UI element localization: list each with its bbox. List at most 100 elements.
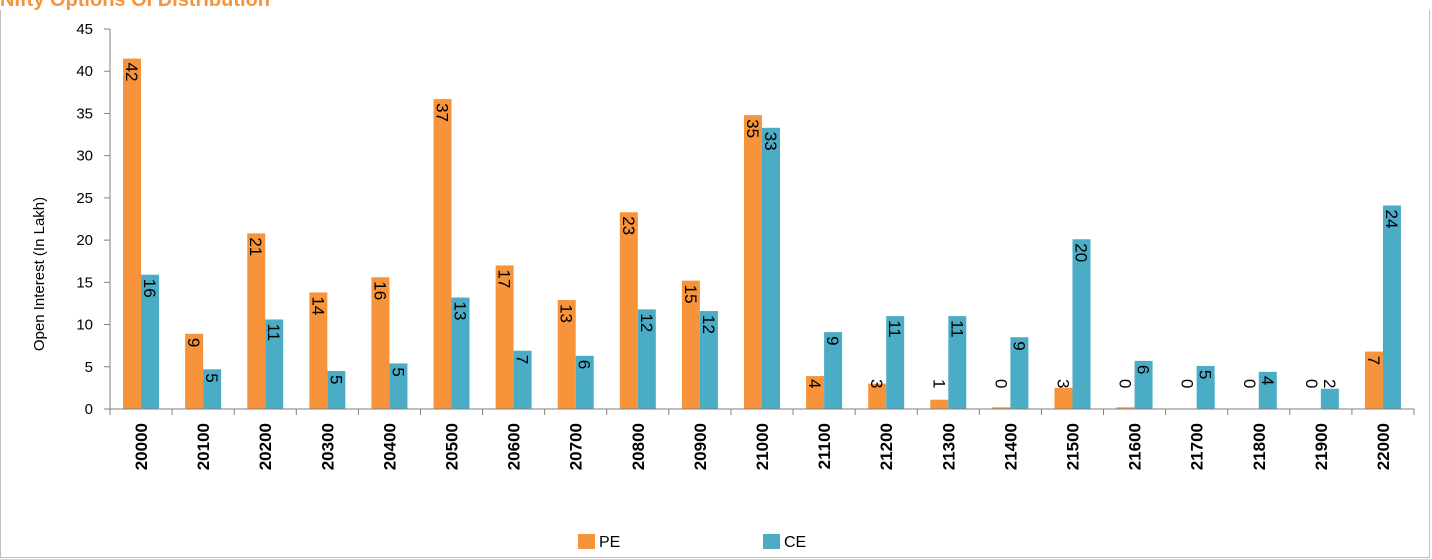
bar-pe (185, 333, 204, 409)
bar-pe (1116, 407, 1135, 409)
x-category-label: 21400 (1001, 423, 1020, 470)
data-label-pe: 3 (867, 379, 886, 388)
y-tick-label: 10 (76, 317, 93, 334)
legend-label-ce: CE (784, 534, 806, 551)
data-label-ce: 33 (761, 132, 780, 151)
x-category-label: 21600 (1126, 423, 1145, 470)
bar-ce (637, 309, 656, 409)
x-category-label: 21800 (1250, 423, 1269, 470)
data-label-pe: 0 (1178, 379, 1197, 388)
bar-pe (123, 58, 142, 410)
legend: PE CE (578, 534, 806, 551)
legend-swatch-ce (763, 534, 780, 549)
bar-ce (575, 355, 594, 409)
legend-swatch-pe (578, 534, 595, 549)
x-axis: 20000 20100 20200 20300 20400 20500 20600 20700… (109, 408, 1415, 470)
x-category-label: 20500 (443, 423, 462, 470)
data-label-ce: 5 (1196, 370, 1215, 379)
chart-title-fragment: Nifty Options OI Distribution (0, 0, 1432, 10)
x-category-label: 20700 (567, 423, 586, 470)
data-label-ce: 4 (1258, 376, 1277, 385)
data-label-ce: 24 (1382, 209, 1401, 228)
data-label-ce: 7 (513, 355, 532, 364)
bar-pe (992, 407, 1011, 409)
data-label-pe: 0 (1302, 379, 1321, 388)
data-label-pe: 7 (1364, 356, 1383, 365)
bar-ce (886, 316, 905, 409)
data-label-pe: 14 (308, 296, 327, 315)
bar-ce (327, 371, 346, 409)
bar-pe (557, 300, 576, 409)
data-label-ce: 6 (575, 360, 594, 369)
x-category-label: 21500 (1063, 423, 1082, 470)
data-label-pe: 37 (433, 103, 452, 122)
y-tick-label: 20 (76, 232, 93, 249)
bar-pe (1054, 387, 1073, 409)
bar-ce (699, 311, 718, 409)
data-label-pe: 0 (1116, 379, 1135, 388)
data-label-ce: 12 (699, 315, 718, 334)
x-category-label: 20800 (629, 423, 648, 470)
x-category-label: 21900 (1312, 423, 1331, 470)
data-label-pe: 0 (991, 379, 1010, 388)
bar-ce (1382, 205, 1401, 409)
y-tick-label: 40 (76, 63, 93, 80)
bar-ce (1258, 371, 1277, 409)
bar-pe (681, 280, 700, 409)
bar-pe (1364, 351, 1383, 409)
data-label-ce: 12 (637, 313, 656, 332)
data-label-pe: 13 (557, 304, 576, 323)
bar-ce (1196, 365, 1215, 409)
data-label-ce: 5 (326, 375, 345, 384)
bar-pe (433, 99, 452, 409)
x-category-label: 22000 (1374, 423, 1393, 470)
x-category-label: 21200 (877, 423, 896, 470)
data-label-pe: 42 (122, 63, 141, 82)
data-label-pe: 15 (681, 285, 700, 304)
bar-ce (451, 297, 470, 409)
data-label-pe: 0 (1240, 379, 1259, 388)
x-category-label: 21100 (815, 423, 834, 469)
data-label-ce: 5 (202, 373, 221, 382)
data-label-pe: 9 (184, 338, 203, 347)
bar-pe (930, 399, 949, 409)
data-label-pe: 35 (743, 119, 762, 138)
bar-ce (203, 369, 222, 409)
bar-ce (948, 316, 967, 409)
data-label-pe: 17 (495, 269, 514, 288)
data-label-pe: 4 (805, 379, 824, 388)
data-label-ce: 16 (140, 279, 159, 298)
data-label-ce: 5 (388, 367, 407, 376)
y-tick-label: 30 (76, 148, 93, 165)
data-label-pe: 3 (1053, 379, 1072, 388)
data-label-ce: 11 (264, 323, 283, 341)
y-tick-label: 0 (85, 401, 93, 418)
data-label-ce: 11 (947, 320, 966, 338)
bar-pe (309, 292, 328, 409)
bar-ce (265, 319, 284, 409)
bar-pe (744, 115, 762, 409)
data-label-pe: 21 (246, 237, 265, 256)
y-tick-label: 35 (76, 105, 93, 122)
y-tick-label: 15 (76, 274, 93, 291)
data-label-ce: 9 (823, 336, 842, 345)
x-category-label: 20200 (256, 423, 275, 470)
x-category-label: 20900 (691, 423, 710, 470)
y-axis-title: Open Interest (In Lakh) (31, 197, 48, 351)
x-category-label: 20100 (194, 423, 213, 470)
x-category-label: 20300 (318, 423, 337, 470)
bar-pe (247, 233, 266, 409)
x-category-label: 21300 (939, 423, 958, 470)
bar-ce (1320, 388, 1339, 409)
bar-ce (389, 363, 408, 409)
bar-ce (513, 350, 532, 409)
bar-ce (141, 274, 160, 409)
y-tick-label: 5 (85, 359, 93, 376)
x-category-label: 20000 (132, 423, 151, 470)
x-category-label: 21000 (753, 423, 772, 470)
data-label-pe: 16 (370, 281, 389, 300)
data-label-ce: 2 (1320, 379, 1339, 388)
bar-pe (495, 265, 514, 409)
